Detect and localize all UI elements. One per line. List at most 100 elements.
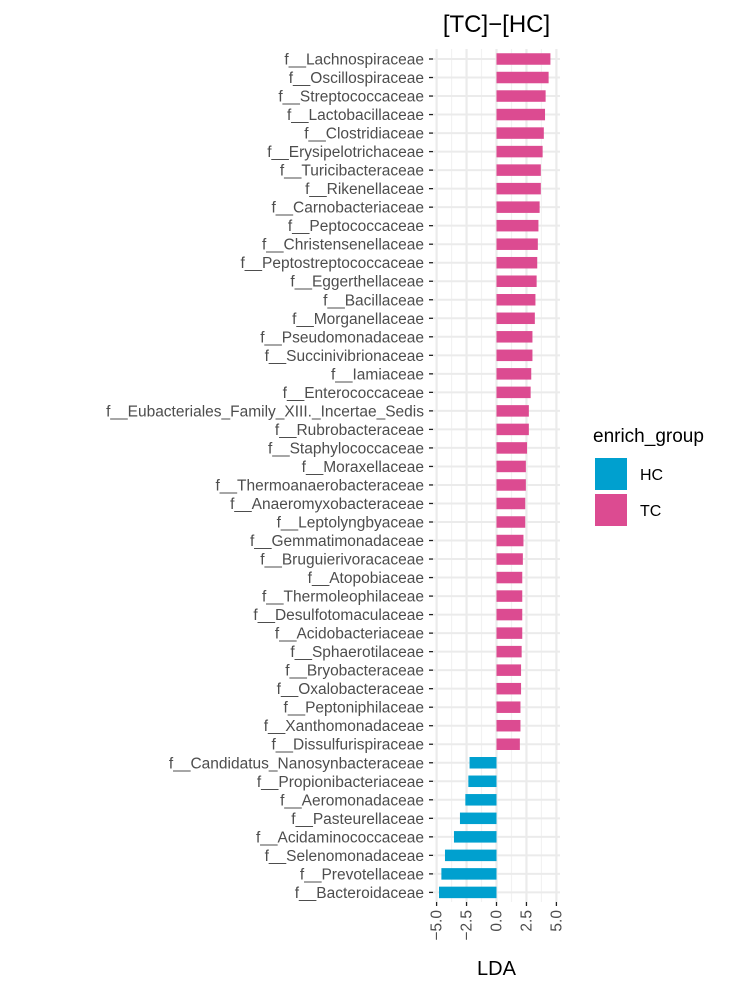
y-tick-label: f__Leptolyngbyaceae — [277, 515, 424, 532]
bar — [469, 757, 497, 769]
y-tick-label: f__Acidobacteriaceae — [275, 626, 424, 643]
y-tick-label: f__Oxalobacteraceae — [277, 681, 424, 698]
y-tick-label: f__Thermoanaerobacteraceae — [215, 477, 424, 494]
y-tick-label: f__Staphylococcaceae — [268, 440, 424, 457]
y-tick-label: f__Erysipelotrichaceae — [267, 144, 424, 161]
bar — [441, 868, 497, 880]
x-tick-label: 2.5 — [518, 910, 535, 932]
y-tick-label: f__Desulfotomaculaceae — [253, 607, 424, 624]
y-tick-label: f__Clostridiaceae — [304, 126, 424, 143]
y-tick-label: f__Pasteurellaceae — [291, 811, 424, 828]
y-tick-label: f__Moraxellaceae — [302, 459, 424, 476]
bar — [496, 405, 529, 417]
bar — [496, 738, 520, 750]
bar — [465, 794, 497, 806]
bar — [496, 294, 536, 306]
bar — [444, 849, 497, 862]
bar — [496, 312, 535, 325]
y-tick-label: f__Propionibacteriaceae — [257, 774, 424, 791]
legend-swatch-hc — [595, 458, 627, 490]
y-tick-label: f__Carnobacteriaceae — [271, 200, 424, 217]
bar — [496, 386, 531, 399]
y-tick-label: f__Prevotellaceae — [300, 866, 424, 883]
bar — [496, 442, 528, 454]
x-axis-title: LDA — [477, 958, 517, 980]
y-tick-label: f__Peptococcaceae — [288, 218, 424, 235]
bar — [496, 479, 526, 491]
bar — [496, 516, 526, 528]
bar — [496, 219, 539, 232]
y-tick-label: f__Acidaminococcaceae — [256, 829, 424, 846]
y-tick-label: f__Gemmatimonadaceae — [250, 533, 424, 550]
y-tick-label: f__Bacillaceae — [323, 292, 424, 309]
bar — [496, 90, 546, 102]
y-tick-label: f__Oscillospiraceae — [289, 70, 424, 87]
bar — [496, 164, 541, 176]
bar — [496, 534, 524, 547]
legend-label-tc: TC — [640, 503, 661, 520]
bar — [496, 627, 523, 639]
legend-label-hc: HC — [640, 467, 663, 484]
bar — [496, 571, 523, 584]
bar — [496, 238, 538, 250]
y-tick-label: f__Sphaerotilaceae — [290, 644, 424, 661]
bar — [496, 182, 541, 195]
y-tick-label: f__Peptoniphilaceae — [284, 700, 424, 717]
y-tick-label: f__Streptococcaceae — [278, 89, 424, 106]
bar — [496, 682, 522, 695]
bar — [496, 553, 523, 565]
bar — [496, 608, 523, 621]
y-tick-label: f__Thermoleophilaceae — [262, 589, 424, 606]
bar — [496, 645, 522, 658]
chart-title: [TC]−[HC] — [443, 11, 550, 38]
y-tick-label: f__Peptostreptococcaceae — [240, 255, 424, 272]
bar — [459, 812, 497, 825]
bar — [496, 108, 546, 121]
y-tick-label: f__Aeromonadaceae — [280, 792, 424, 809]
bar — [496, 460, 526, 473]
y-tick-label: f__Morganellaceae — [292, 311, 424, 328]
bar — [496, 423, 529, 436]
bar — [496, 590, 523, 602]
bar — [496, 201, 540, 213]
legend-title: enrich_group — [593, 426, 704, 447]
y-tick-label: f__Iamiaceae — [331, 366, 424, 383]
bar — [496, 145, 543, 158]
y-tick-label: f__Succinivibrionaceae — [265, 348, 424, 365]
y-tick-label: f__Selenomonadaceae — [265, 848, 424, 865]
bar — [496, 719, 521, 732]
bar — [496, 701, 521, 713]
bar — [496, 368, 532, 380]
x-tick-label: 0.0 — [489, 910, 506, 932]
y-tick-label: f__Rikenellaceae — [305, 181, 424, 198]
y-tick-label: f__Bacteroidaceae — [295, 885, 424, 902]
x-tick-label: −5.0 — [429, 910, 446, 941]
y-tick-label: f__Anaeromyxobacteraceae — [230, 496, 424, 513]
y-tick-label: f__Bryobacteraceae — [285, 663, 424, 680]
bar — [453, 831, 497, 843]
y-tick-label: f__Rubrobacteraceae — [275, 422, 424, 439]
bar — [496, 256, 538, 269]
y-tick-label: f__Dissulfurispiraceae — [272, 737, 425, 754]
bar — [438, 886, 497, 899]
legend-swatch-tc — [595, 494, 627, 526]
x-tick-label: 5.0 — [548, 910, 565, 932]
y-tick-label: f__Eubacteriales_Family_XIII._Incertae_S… — [106, 403, 424, 420]
bar — [496, 275, 537, 287]
y-tick-label: f__Lactobacillaceae — [287, 107, 424, 124]
bar — [496, 349, 533, 362]
bar — [496, 497, 526, 510]
y-tick-label: f__Lachnospiraceae — [284, 52, 424, 69]
bar — [496, 331, 533, 343]
bar — [496, 53, 551, 65]
bar — [496, 127, 544, 139]
bar — [496, 71, 549, 84]
x-tick-label: −2.5 — [459, 910, 476, 941]
y-tick-label: f__Xanthomonadaceae — [264, 718, 424, 735]
y-tick-label: f__Christensenellaceae — [262, 237, 424, 254]
y-tick-label: f__Candidatus_Nanosynbacteraceae — [169, 755, 424, 772]
y-tick-label: f__Turicibacteraceae — [280, 163, 424, 180]
y-tick-label: f__Atopobiaceae — [308, 570, 424, 587]
